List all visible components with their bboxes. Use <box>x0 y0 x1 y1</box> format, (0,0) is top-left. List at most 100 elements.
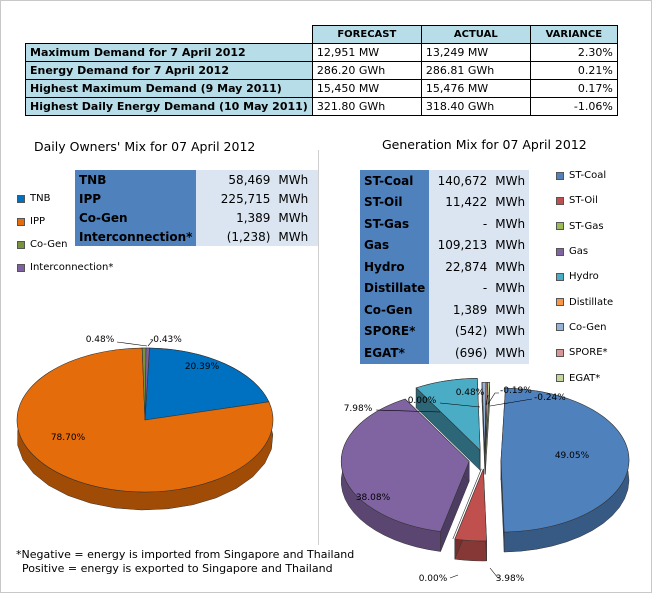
legend-label: Co-Gen <box>569 321 607 333</box>
data-label: 0.00% <box>408 396 437 406</box>
data-label: -0.24% <box>534 393 566 403</box>
legend-swatch <box>556 298 564 307</box>
data-label: 38.08% <box>356 493 391 503</box>
gen-value: - <box>429 277 492 299</box>
gen-name: Co-Gen <box>360 299 430 321</box>
owner-unit: MWh <box>274 208 319 227</box>
gen-value: 109,213 <box>429 234 492 256</box>
data-label-leader <box>439 402 481 408</box>
table-row: Interconnection* (1,238) MWh <box>75 227 319 246</box>
footnote-line-2: Positive = energy is exported to Singapo… <box>22 561 333 575</box>
actual-cell: 15,476 MW <box>420 79 531 98</box>
legend-swatch <box>556 222 564 231</box>
table-row: ST-Gas - MWh <box>360 213 530 235</box>
table-row: TNB 58,469 MWh <box>75 170 319 189</box>
generation-chart-title: Generation Mix for 07 April 2012 <box>382 137 587 152</box>
data-label-leader <box>375 409 441 413</box>
table-row: Hydro 22,874 MWh <box>360 256 530 278</box>
legend-label: Distillate <box>569 296 614 308</box>
pie-slice-egat- <box>484 382 491 455</box>
actual-cell: 318.40 GWh <box>420 97 531 116</box>
legend-item: TNB <box>17 187 113 210</box>
owner-value: (1,238) <box>196 227 275 246</box>
owners-table: TNB 58,469 MWh IPP 225,715 MWh Co-Gen 1,389 MW… <box>75 170 319 246</box>
legend-item: Co-Gen <box>556 315 613 340</box>
owner-unit: MWh <box>274 189 319 208</box>
pie-slice-tnb <box>144 347 270 421</box>
gen-unit: MWh <box>491 256 530 278</box>
owner-name: Co-Gen <box>75 208 197 227</box>
table-row: Gas 109,213 MWh <box>360 234 530 256</box>
gen-name: Distillate <box>360 277 430 299</box>
gen-name: ST-Gas <box>360 213 430 235</box>
demand-header-blank <box>25 25 313 44</box>
legend-item: Hydro <box>556 264 613 289</box>
actual-cell: 286.81 GWh <box>420 61 531 80</box>
legend-swatch <box>556 348 564 357</box>
legend-label: IPP <box>30 216 46 227</box>
pie-slice-gas <box>340 398 470 532</box>
legend-label: Gas <box>569 246 589 258</box>
gen-name: Hydro <box>360 256 430 278</box>
legend-label: Hydro <box>569 271 599 283</box>
legend-label: Interconnection* <box>30 262 114 273</box>
legend-swatch <box>556 247 564 256</box>
owner-name: Interconnection* <box>75 227 197 246</box>
table-row: Co-Gen 1,389 MWh <box>75 208 319 227</box>
gen-unit: MWh <box>491 277 530 299</box>
legend-item: SPORE* <box>556 340 613 365</box>
data-label-leader <box>449 574 459 579</box>
owner-name: TNB <box>75 170 197 189</box>
data-label-leader <box>116 341 148 347</box>
owner-unit: MWh <box>274 170 319 189</box>
legend-label: Co-Gen <box>30 239 68 250</box>
legend-swatch <box>556 272 564 281</box>
header-variance: VARIANCE <box>529 25 618 44</box>
gen-unit: MWh <box>491 299 530 321</box>
generation-table: ST-Coal 140,672 MWh ST-Oil 11,422 MWh ST-Gas… <box>360 170 530 364</box>
legend-swatch <box>556 171 564 180</box>
legend-label: SPORE* <box>569 347 608 359</box>
gen-name: ST-Oil <box>360 191 430 213</box>
gen-unit: MWh <box>491 170 530 192</box>
gen-value: - <box>429 213 492 235</box>
legend-item: EGAT* <box>556 365 613 390</box>
generation-legend: ST-Coal ST-Oil ST-Gas Gas Hydro Distilla… <box>556 163 613 391</box>
gen-unit: MWh <box>491 342 530 364</box>
data-label: 7.98% <box>344 404 373 414</box>
footnote-line-1: *Negative = energy is imported from Sing… <box>16 548 355 561</box>
table-row: Distillate - MWh <box>360 277 530 299</box>
section-divider <box>318 150 319 545</box>
header-forecast: FORECAST <box>311 25 422 44</box>
forecast-cell: 15,450 MW <box>311 79 422 98</box>
legend-item: Gas <box>556 239 613 264</box>
variance-cell: 0.17% <box>529 79 618 98</box>
data-label-leader <box>487 392 499 405</box>
owner-value: 58,469 <box>196 170 275 189</box>
table-row: Highest Maximum Demand (9 May 2011) 15,4… <box>25 79 618 98</box>
pie-slice-st-coal <box>500 387 630 533</box>
forecast-cell: 321.80 GWh <box>311 97 422 116</box>
footnote: *Negative = energy is imported from Sing… <box>16 548 354 575</box>
data-label: 20.39% <box>185 362 220 372</box>
legend-swatch <box>17 194 25 203</box>
pie-slice-hydro <box>415 377 481 451</box>
data-label: -0.19% <box>500 386 532 396</box>
table-row: Co-Gen 1,389 MWh <box>360 299 530 321</box>
legend-item: ST-Gas <box>556 214 613 239</box>
gen-unit: MWh <box>491 320 530 342</box>
data-label: 49.05% <box>555 451 590 461</box>
data-label-leader <box>489 398 533 407</box>
gen-unit: MWh <box>491 213 530 235</box>
pie-slice-st-gas <box>452 468 482 540</box>
legend-item: IPP <box>17 210 113 233</box>
table-row: ST-Oil 11,422 MWh <box>360 191 530 213</box>
gen-value: 22,874 <box>429 256 492 278</box>
owner-value: 225,715 <box>196 189 275 208</box>
owner-value: 1,389 <box>196 208 275 227</box>
data-label: 0.48% <box>456 388 485 398</box>
gen-value: 140,672 <box>429 170 492 192</box>
legend-swatch <box>556 196 564 205</box>
legend-swatch <box>556 374 564 383</box>
